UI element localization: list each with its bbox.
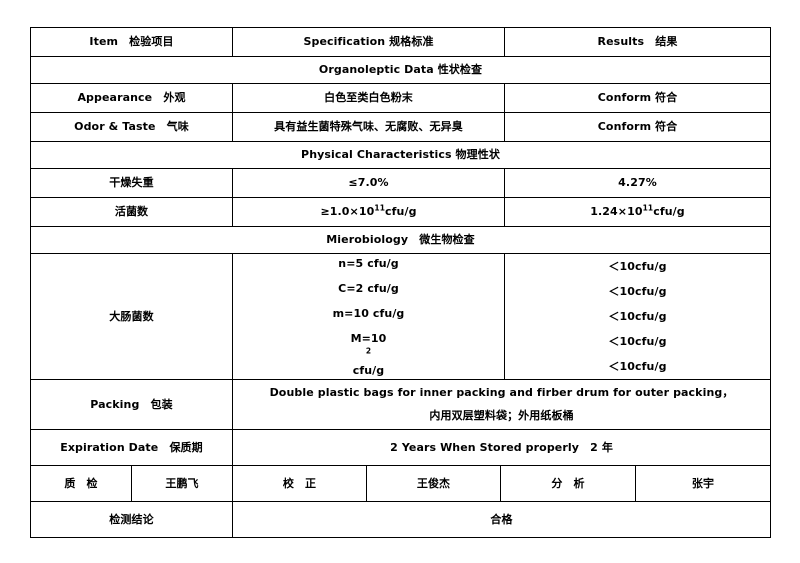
row-result-appearance: Conform 符合 — [504, 83, 771, 113]
result-viable-exponent: 11 — [642, 203, 654, 213]
conclusion-value: 合格 — [232, 501, 772, 538]
spec-viable-suffix: cfu/g — [385, 205, 417, 219]
row-item-viable-count: 活菌数 — [30, 197, 233, 227]
packing-value-lines: Double plastic bags for inner packing an… — [237, 382, 766, 427]
table-header-row: Item 检验项目 Specification 规格标准 Results 结果 — [30, 27, 771, 57]
result-coliform-line-2: ＜10cfu/g — [608, 285, 667, 299]
row-result-coliform-count: ＜10cfu/g ＜10cfu/g ＜10cfu/g ＜10cfu/g ＜10c… — [504, 253, 771, 382]
conclusion-row: 检测结论 合格 — [29, 501, 772, 538]
spec-coliform-line-4: M=10 2 cfu/g — [351, 331, 387, 379]
spec-coliform-line-1: n=5 cfu/g — [338, 257, 399, 270]
signature-role-analysis: 分 析 — [500, 465, 637, 502]
packing-value-line-1: Double plastic bags for inner packing an… — [269, 386, 734, 400]
result-coliform-line-1: ＜10cfu/g — [608, 260, 667, 274]
column-header-item: Item 检验项目 — [30, 27, 233, 57]
column-header-results: Results 结果 — [504, 27, 771, 57]
table-row: Appearance 外观 白色至类白色粉末 Conform 符合 — [30, 83, 771, 113]
packing-label: Packing 包装 — [29, 379, 234, 430]
spec-coliform-m-exponent: 2 — [365, 346, 372, 356]
spec-coliform-line-3: m=10 cfu/g — [332, 306, 405, 320]
packing-and-signature-table: Packing 包装 Double plastic bags for inner… — [29, 379, 772, 538]
row-spec-coliform-count: n=5 cfu/g C=2 cfu/g m=10 cfu/g M=10 2 cfu… — [232, 253, 505, 382]
row-result-odor-taste: Conform 符合 — [504, 112, 771, 142]
result-viable-prefix: 1.24×10 — [590, 205, 643, 219]
conclusion-label: 检测结论 — [29, 501, 234, 538]
signature-row: 质 检 王鹏飞 校 正 王俊杰 分 析 张宇 — [30, 465, 772, 502]
row-result-loss-on-drying: 4.27% — [504, 168, 771, 198]
spec-coliform-lines: n=5 cfu/g C=2 cfu/g m=10 cfu/g M=10 2 cfu… — [237, 256, 500, 379]
signature-name-analysis: 张宇 — [635, 465, 772, 502]
section-row-organoleptic: Organoleptic Data 性状检查 — [30, 56, 771, 84]
table-row: 干燥失重 ≤7.0% 4.27% — [30, 168, 771, 198]
signature-role-quality-inspection: 质 检 — [30, 465, 132, 502]
result-viable-suffix: cfu/g — [653, 205, 685, 219]
row-spec-viable-count: ≥1.0×1011cfu/g — [232, 197, 505, 227]
signature-name-verification: 王俊杰 — [366, 465, 502, 502]
section-row-physical: Physical Characteristics 物理性状 — [30, 141, 771, 169]
table-row: 活菌数 ≥1.0×1011cfu/g 1.24×1011cfu/g — [30, 197, 771, 227]
row-spec-odor-taste: 具有益生菌特殊气味、无腐败、无异臭 — [232, 112, 505, 142]
spec-coliform-m-prefix: M=10 — [350, 331, 387, 345]
packing-value-line-2: 内用双层塑料袋；外用纸板桶 — [429, 409, 574, 422]
spec-viable-exponent: 11 — [374, 203, 386, 213]
table-row: Odor & Taste 气味 具有益生菌特殊气味、无腐败、无异臭 Confor… — [30, 112, 771, 142]
table-row: 大肠菌数 n=5 cfu/g C=2 cfu/g m=10 cfu/g M=10… — [30, 253, 771, 382]
section-row-microbiology: Mierobiology 微生物检查 — [30, 226, 771, 254]
result-coliform-lines: ＜10cfu/g ＜10cfu/g ＜10cfu/g ＜10cfu/g ＜10c… — [509, 256, 766, 379]
section-title-organoleptic: Organoleptic Data 性状检查 — [30, 56, 771, 84]
analysis-results-table: Item 检验项目 Specification 规格标准 Results 结果 … — [30, 27, 771, 418]
packing-row: Packing 包装 Double plastic bags for inner… — [29, 379, 772, 430]
expiration-value: 2 Years When Stored properly 2 年 — [232, 429, 772, 466]
result-coliform-line-5: ＜10cfu/g — [608, 360, 667, 374]
section-title-microbiology: Mierobiology 微生物检查 — [30, 226, 771, 254]
column-header-specification: Specification 规格标准 — [232, 27, 505, 57]
spec-coliform-line-2: C=2 cfu/g — [338, 281, 399, 295]
result-coliform-line-3: ＜10cfu/g — [608, 310, 667, 324]
row-spec-loss-on-drying: ≤7.0% — [232, 168, 505, 198]
result-coliform-line-4: ＜10cfu/g — [608, 335, 667, 349]
expiration-label: Expiration Date 保质期 — [29, 429, 234, 466]
spec-viable-prefix: ≥1.0×10 — [320, 205, 375, 219]
signature-name-quality-inspection: 王鹏飞 — [130, 465, 234, 502]
spec-coliform-m-suffix: cfu/g — [352, 363, 385, 377]
packing-value: Double plastic bags for inner packing an… — [232, 379, 772, 430]
signature-role-verification: 校 正 — [232, 465, 368, 502]
row-spec-appearance: 白色至类白色粉末 — [232, 83, 505, 113]
row-item-appearance: Appearance 外观 — [30, 83, 233, 113]
row-item-odor-taste: Odor & Taste 气味 — [30, 112, 233, 142]
row-item-coliform-count: 大肠菌数 — [30, 253, 233, 382]
expiration-row: Expiration Date 保质期 2 Years When Stored … — [29, 429, 772, 466]
section-title-physical: Physical Characteristics 物理性状 — [30, 141, 771, 169]
row-item-loss-on-drying: 干燥失重 — [30, 168, 233, 198]
row-result-viable-count: 1.24×1011cfu/g — [504, 197, 771, 227]
